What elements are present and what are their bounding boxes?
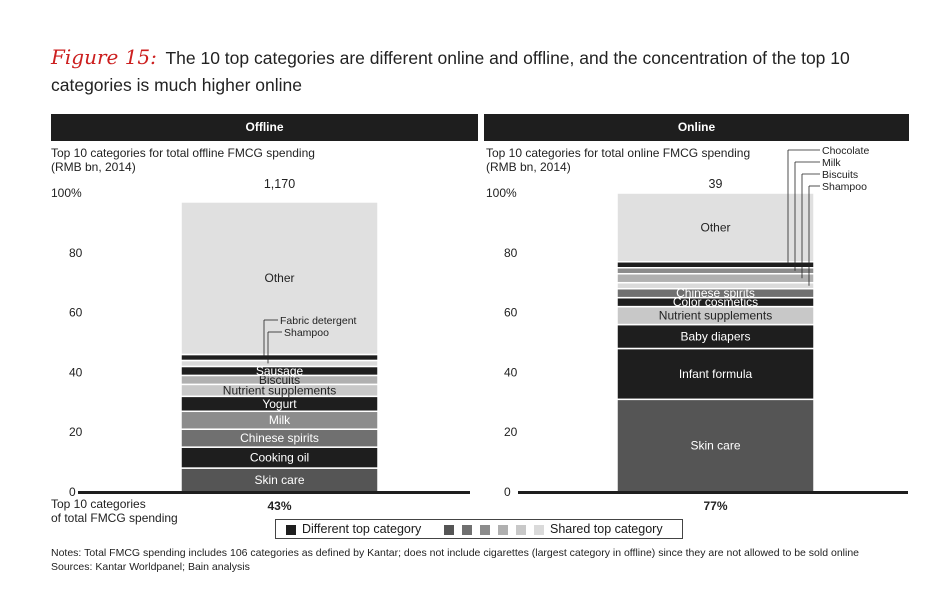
- notes: Notes: Total FMCG spending includes 106 …: [51, 547, 859, 574]
- legend-swatch-shared-5: [516, 525, 526, 535]
- online-y-tick-label: 60: [504, 306, 518, 320]
- notes-text: Notes: Total FMCG spending includes 106 …: [51, 547, 860, 559]
- top10-share-label: Top 10 categories of total FMCG spending: [51, 497, 178, 525]
- online-bar-segment-biscuits: [616, 272, 815, 284]
- online-segment-label-infant-formula: Infant formula: [679, 367, 753, 381]
- offline-subtitle: Top 10 categories for total offline FMCG…: [51, 146, 315, 174]
- online-bar-segment-milk: [616, 267, 815, 275]
- offline-segment-label-sausage: Sausage: [256, 364, 304, 378]
- online-y-tick-label: 0: [504, 485, 511, 499]
- offline-segment-label-skin-care: Skin care: [254, 473, 304, 487]
- figure-label: Figure 15:: [51, 45, 157, 69]
- online-segment-label-other: Other: [700, 220, 730, 234]
- legend-swatch-different: [286, 525, 296, 535]
- legend-swatch-shared-2: [462, 525, 472, 535]
- online-subtitle-line1: Top 10 categories for total online FMCG …: [486, 146, 751, 160]
- online-y-tick-label: 20: [504, 425, 518, 439]
- online-y-tick-label: 100%: [486, 186, 517, 200]
- figure-title: Figure 15: The 10 top categories are dif…: [51, 44, 931, 99]
- offline-bar-segment-shampoo: [180, 359, 379, 368]
- offline-panel-header: Offline: [51, 114, 478, 141]
- online-segment-label-color-cosmetics: Color cosmetics: [673, 295, 758, 309]
- offline-subtitle-line1: Top 10 categories for total offline FMCG…: [51, 146, 315, 160]
- offline-x-axis: [78, 491, 470, 494]
- offline-subtitle-line2: (RMB bn, 2014): [51, 160, 136, 174]
- offline-segment-label-other: Other: [264, 271, 294, 285]
- legend-swatch-shared-1: [444, 525, 454, 535]
- offline-segment-label-biscuits: Biscuits: [259, 373, 300, 387]
- offline-bar-segment-other: [180, 201, 379, 356]
- online-x-axis: [518, 491, 908, 494]
- offline-y-tick-label: 60: [69, 306, 83, 320]
- legend-swatch-shared-6: [534, 525, 544, 535]
- online-callout-label-shampoo: Shampoo: [822, 181, 867, 193]
- online-y-tick-label: 40: [504, 365, 518, 379]
- sources-text: Sources: Kantar Worldpanel; Bain analysi…: [51, 560, 250, 573]
- online-share-label: 77%: [703, 499, 727, 513]
- online-segment-label-baby-diapers: Baby diapers: [680, 330, 750, 344]
- offline-y-tick-label: 0: [69, 485, 76, 499]
- online-callout-label-biscuits: Biscuits: [822, 169, 858, 181]
- online-total-label: 39: [709, 177, 723, 191]
- offline-y-tick-label: 80: [69, 246, 83, 260]
- offline-bar-segment-fabric-detergent: [180, 353, 379, 362]
- legend-shared-label: Shared top category: [550, 522, 663, 536]
- online-bar-segment-skin-care: [616, 398, 815, 493]
- offline-y-tick-label: 40: [69, 365, 83, 379]
- legend-different-label: Different top category: [302, 522, 422, 536]
- online-panel-header: Online: [484, 114, 909, 141]
- online-bar-segment-other: [616, 192, 815, 263]
- top10-share-label-line2: of total FMCG spending: [51, 511, 178, 525]
- online-callout-label-chocolate: Chocolate: [822, 145, 869, 157]
- top10-share-label-line1: Top 10 categories: [51, 497, 146, 511]
- online-segment-label-skin-care: Skin care: [690, 439, 740, 453]
- online-callout-label-milk: Milk: [822, 157, 841, 169]
- online-segment-label-nutrient-supplements: Nutrient supplements: [659, 309, 772, 323]
- online-segment-label-chinese-spirits: Chinese spirits: [676, 286, 755, 300]
- offline-y-tick-label: 100%: [51, 186, 82, 200]
- online-y-tick-label: 80: [504, 246, 518, 260]
- offline-y-tick-label: 20: [69, 425, 83, 439]
- offline-segment-label-yogurt: Yogurt: [262, 397, 297, 411]
- online-bar-segment-shampoo: [616, 281, 815, 290]
- online-subtitle: Top 10 categories for total online FMCG …: [486, 146, 750, 174]
- offline-total-label: 1,170: [264, 177, 295, 191]
- online-bar-segment-chocolate: [616, 261, 815, 269]
- figure-title-text: The 10 top categories are different onli…: [51, 48, 850, 95]
- offline-segment-label-chinese-spirits: Chinese spirits: [240, 431, 319, 445]
- online-subtitle-line2: (RMB bn, 2014): [486, 160, 571, 174]
- offline-callout-label-fabric-detergent: Fabric detergent: [280, 315, 357, 327]
- offline-segment-label-nutrient-supplements: Nutrient supplements: [223, 383, 336, 397]
- legend-swatch-shared-4: [498, 525, 508, 535]
- offline-segment-label-cooking-oil: Cooking oil: [250, 451, 309, 465]
- legend: Different top category Shared top catego…: [275, 519, 683, 539]
- offline-segment-label-milk: Milk: [269, 413, 291, 427]
- offline-callout-label-shampoo: Shampoo: [284, 327, 329, 339]
- legend-swatch-shared-3: [480, 525, 490, 535]
- offline-share-label: 43%: [267, 499, 291, 513]
